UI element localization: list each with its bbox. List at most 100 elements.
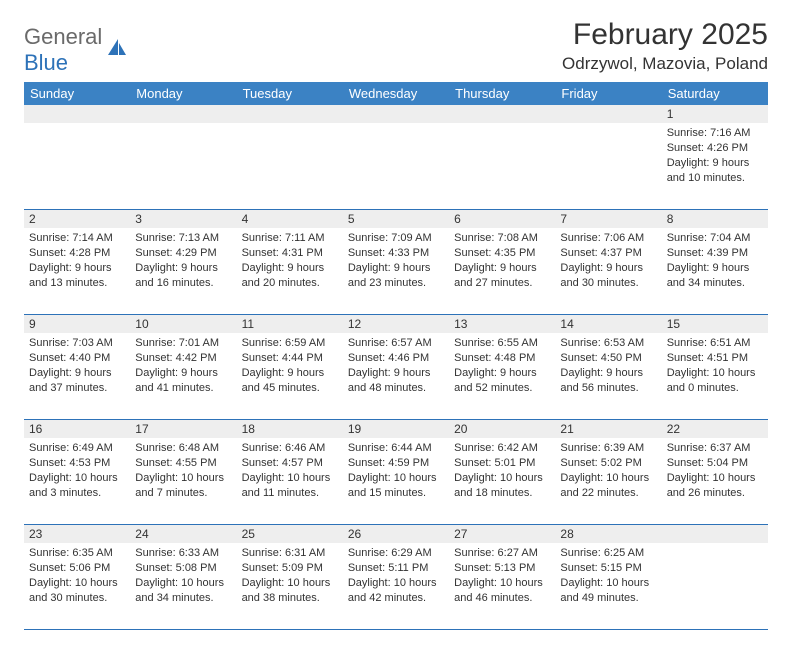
day-cell: Sunrise: 6:29 AMSunset: 5:11 PMDaylight:… [343,543,449,629]
day-number: 14 [555,315,661,333]
sunset: Sunset: 5:08 PM [135,561,231,576]
week-row: Sunrise: 7:14 AMSunset: 4:28 PMDaylight:… [24,228,768,315]
daylight-line1: Daylight: 9 hours [667,156,763,171]
day-number: 4 [237,210,343,228]
daylight-line2: and 22 minutes. [560,486,656,501]
day-number: 27 [449,525,555,543]
sunrise: Sunrise: 6:35 AM [29,546,125,561]
day-cell: Sunrise: 7:16 AMSunset: 4:26 PMDaylight:… [662,123,768,209]
daylight-line1: Daylight: 10 hours [135,576,231,591]
day-cell: Sunrise: 7:11 AMSunset: 4:31 PMDaylight:… [237,228,343,314]
weekday-thursday: Thursday [449,82,555,105]
weekday-header: Sunday Monday Tuesday Wednesday Thursday… [24,82,768,105]
day-cell: Sunrise: 7:06 AMSunset: 4:37 PMDaylight:… [555,228,661,314]
day-number: 9 [24,315,130,333]
daylight-line1: Daylight: 9 hours [348,366,444,381]
sunset: Sunset: 5:09 PM [242,561,338,576]
daylight-line2: and 34 minutes. [667,276,763,291]
day-number: 22 [662,420,768,438]
daylight-line1: Daylight: 9 hours [560,366,656,381]
daylight-line2: and 13 minutes. [29,276,125,291]
sunrise: Sunrise: 6:27 AM [454,546,550,561]
sunset: Sunset: 5:06 PM [29,561,125,576]
daylight-line1: Daylight: 10 hours [135,471,231,486]
day-cell: Sunrise: 6:42 AMSunset: 5:01 PMDaylight:… [449,438,555,524]
daylight-line1: Daylight: 10 hours [242,576,338,591]
day-number [555,105,661,123]
daylight-line2: and 38 minutes. [242,591,338,606]
day-number-row: 2345678 [24,210,768,228]
week-row: Sunrise: 6:35 AMSunset: 5:06 PM Daylight:… [24,543,768,630]
sunrise: Sunrise: 7:03 AM [29,336,125,351]
sunrise: Sunrise: 6:44 AM [348,441,444,456]
day-number: 15 [662,315,768,333]
daylight-line1: Daylight: 10 hours [242,471,338,486]
sunset: Sunset: 4:53 PM [29,456,125,471]
sunset: Sunset: 5:01 PM [454,456,550,471]
day-number [24,105,130,123]
weekday-tuesday: Tuesday [237,82,343,105]
daylight-line1: Daylight: 9 hours [242,366,338,381]
daylight-line2: and 11 minutes. [242,486,338,501]
day-cell: Sunrise: 6:33 AMSunset: 5:08 PMDaylight:… [130,543,236,629]
sunrise: Sunrise: 6:25 AM [560,546,656,561]
day-cell: Sunrise: 7:08 AMSunset: 4:35 PMDaylight:… [449,228,555,314]
sunrise: Sunrise: 7:13 AM [135,231,231,246]
day-cell: Sunrise: 7:03 AMSunset: 4:40 PMDaylight:… [24,333,130,419]
day-number: 11 [237,315,343,333]
day-cell: Sunrise: 6:51 AMSunset: 4:51 PMDaylight:… [662,333,768,419]
daylight-line2: and 30 minutes. [29,591,125,606]
day-number-row: 232425262728 [24,525,768,543]
day-number [343,105,449,123]
day-cell: Sunrise: 6:27 AMSunset: 5:13 PMDaylight:… [449,543,555,629]
logo: General Blue [24,18,128,76]
sunset: Sunset: 5:11 PM [348,561,444,576]
day-cell: Sunrise: 6:39 AMSunset: 5:02 PMDaylight:… [555,438,661,524]
daylight-line2: and 20 minutes. [242,276,338,291]
sunrise: Sunrise: 7:09 AM [348,231,444,246]
day-cell: Sunrise: 7:04 AMSunset: 4:39 PMDaylight:… [662,228,768,314]
day-cell [449,123,555,209]
daylight-line2: and 42 minutes. [348,591,444,606]
daylight-line1: Daylight: 10 hours [348,576,444,591]
daylight-line1: Daylight: 10 hours [667,366,763,381]
sunrise: Sunrise: 7:16 AM [667,126,763,141]
day-cell [343,123,449,209]
sunrise: Sunrise: 6:51 AM [667,336,763,351]
daylight-line2: and 30 minutes. [560,276,656,291]
day-cell: Sunrise: 6:57 AMSunset: 4:46 PMDaylight:… [343,333,449,419]
day-cell: Sunrise: 7:14 AMSunset: 4:28 PMDaylight:… [24,228,130,314]
day-number: 2 [24,210,130,228]
day-number [662,525,768,543]
day-number: 1 [662,105,768,123]
day-cell: Sunrise: 6:35 AMSunset: 5:06 PMDaylight:… [24,543,130,629]
sunset: Sunset: 4:37 PM [560,246,656,261]
sunrise: Sunrise: 7:11 AM [242,231,338,246]
day-cell: Sunrise: 6:48 AMSunset: 4:55 PMDaylight:… [130,438,236,524]
daylight-line2: and 18 minutes. [454,486,550,501]
sunset: Sunset: 4:55 PM [135,456,231,471]
day-cell: Sunrise: 7:09 AMSunset: 4:33 PMDaylight:… [343,228,449,314]
sunrise: Sunrise: 6:49 AM [29,441,125,456]
daylight-line2: and 7 minutes. [135,486,231,501]
month-title: February 2025 [562,18,768,52]
sunset: Sunset: 4:40 PM [29,351,125,366]
daylight-line2: and 26 minutes. [667,486,763,501]
day-cell [662,543,768,629]
sunrise: Sunrise: 6:29 AM [348,546,444,561]
location: Odrzywol, Mazovia, Poland [562,54,768,74]
day-cell: Sunrise: 6:44 AMSunset: 4:59 PMDaylight:… [343,438,449,524]
day-number: 13 [449,315,555,333]
sail-icon [106,37,128,64]
daylight-line2: and 23 minutes. [348,276,444,291]
daylight-line1: Daylight: 9 hours [29,261,125,276]
day-cell: Sunrise: 6:59 AMSunset: 4:44 PMDaylight:… [237,333,343,419]
day-number-row: 9101112131415 [24,315,768,333]
sunrise: Sunrise: 7:06 AM [560,231,656,246]
day-number: 17 [130,420,236,438]
day-cell: Sunrise: 6:46 AMSunset: 4:57 PMDaylight:… [237,438,343,524]
sunset: Sunset: 5:13 PM [454,561,550,576]
header: General Blue February 2025 Odrzywol, Maz… [24,18,768,76]
sunrise: Sunrise: 6:57 AM [348,336,444,351]
sunset: Sunset: 4:35 PM [454,246,550,261]
